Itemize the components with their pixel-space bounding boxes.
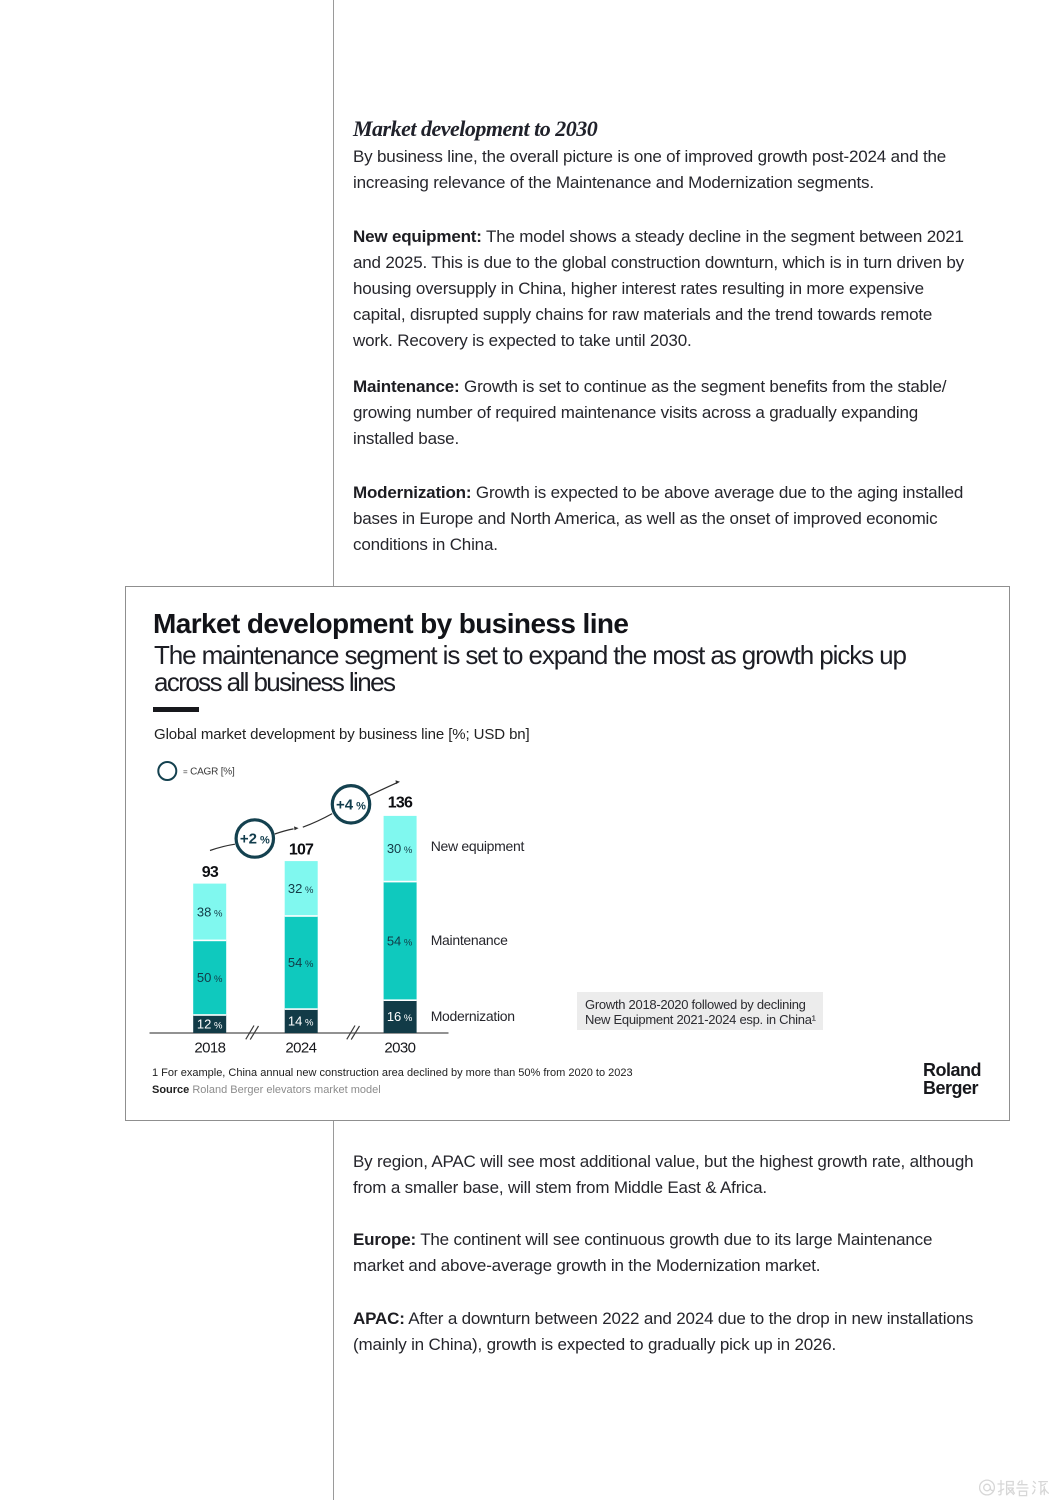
svg-text:38 %: 38 % [197,905,223,920]
svg-text:32 %: 32 % [288,881,314,896]
svg-text:54 %: 54 % [387,934,413,949]
svg-text:New equipment: New equipment [431,838,525,854]
svg-text:2030: 2030 [384,1040,415,1057]
svg-text:93: 93 [202,864,219,881]
svg-text:+2 %: +2 % [240,831,270,848]
svg-text:Maintenance: Maintenance [431,932,508,948]
svg-text:14 %: 14 % [288,1014,314,1029]
svg-text:136: 136 [388,795,413,812]
svg-text:30 %: 30 % [387,841,413,856]
svg-text:107: 107 [289,842,314,859]
svg-text:Modernization: Modernization [431,1008,515,1024]
svg-text:50 %: 50 % [197,970,223,985]
svg-text:12 %: 12 % [197,1017,223,1032]
svg-text:16 %: 16 % [387,1009,413,1024]
svg-text:2024: 2024 [285,1040,316,1057]
svg-text:= CAGR [%]: = CAGR [%] [183,767,235,778]
svg-text:54 %: 54 % [288,955,314,970]
svg-text:+4 %: +4 % [336,796,366,813]
svg-text:2018: 2018 [194,1040,225,1057]
